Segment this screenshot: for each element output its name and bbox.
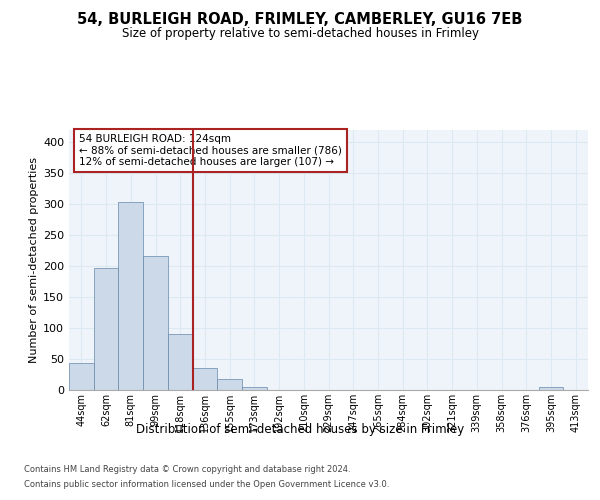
Text: 54 BURLEIGH ROAD: 124sqm
← 88% of semi-detached houses are smaller (786)
12% of : 54 BURLEIGH ROAD: 124sqm ← 88% of semi-d… [79, 134, 342, 167]
Bar [168, 334, 193, 390]
Bar [539, 387, 563, 390]
Bar [143, 256, 168, 390]
Text: 54, BURLEIGH ROAD, FRIMLEY, CAMBERLEY, GU16 7EB: 54, BURLEIGH ROAD, FRIMLEY, CAMBERLEY, G… [77, 12, 523, 28]
Text: Distribution of semi-detached houses by size in Frimley: Distribution of semi-detached houses by … [136, 422, 464, 436]
Y-axis label: Number of semi-detached properties: Number of semi-detached properties [29, 157, 39, 363]
Bar [242, 387, 267, 390]
Text: Contains public sector information licensed under the Open Government Licence v3: Contains public sector information licen… [24, 480, 389, 489]
Bar [217, 380, 242, 390]
Bar [69, 363, 94, 390]
Bar [94, 268, 118, 390]
Bar [118, 202, 143, 390]
Text: Size of property relative to semi-detached houses in Frimley: Size of property relative to semi-detach… [121, 28, 479, 40]
Text: Contains HM Land Registry data © Crown copyright and database right 2024.: Contains HM Land Registry data © Crown c… [24, 465, 350, 474]
Bar [193, 368, 217, 390]
